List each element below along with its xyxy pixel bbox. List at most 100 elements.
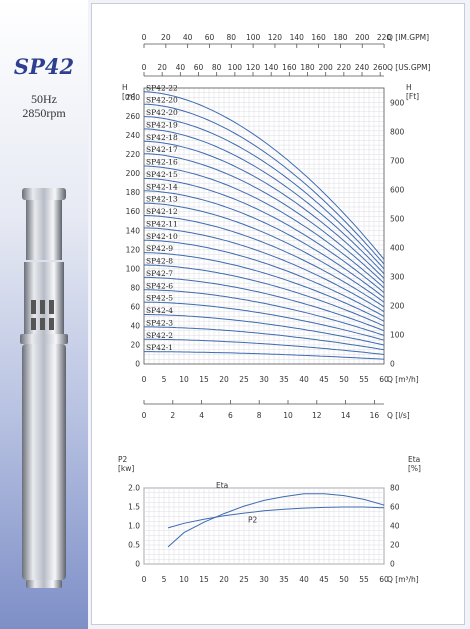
y2-tick-label: 500: [390, 214, 405, 223]
plot-frame: [143, 87, 385, 365]
usgpm-tick-label: 220: [337, 63, 352, 72]
y-tick-label: 160: [126, 207, 141, 216]
y2-tick-label: 900: [390, 98, 405, 107]
series-label: SP42-19: [146, 120, 178, 129]
y-tick-label: 20: [130, 340, 140, 349]
p2-curve-label: P2: [248, 516, 258, 525]
series-label: SP42-2: [146, 331, 173, 340]
pump-motor: [22, 344, 66, 580]
series-curve-16: [143, 165, 385, 289]
x-tick-label: 0: [142, 375, 147, 384]
h2-axis-label: H: [406, 83, 412, 92]
imgpm-tick-label: 140: [290, 33, 305, 42]
x-tick-label: 40: [299, 375, 309, 384]
x-tick-label: 30: [259, 375, 269, 384]
eta-curve: [167, 493, 385, 548]
series-curve-1: [144, 351, 385, 360]
series-curve-5: [143, 301, 385, 341]
series-curve-14: [143, 190, 385, 298]
lower-x-tick-label: 15: [199, 575, 209, 584]
imgpm-axis-label: Q [IM.GPM]: [387, 33, 429, 42]
series-curve-6: [144, 289, 385, 336]
y-tick-label: 40: [130, 321, 140, 330]
lower-x-tick-label: 45: [319, 575, 329, 584]
ls-tick-label: 16: [370, 411, 380, 420]
series-curve-10: [144, 239, 385, 317]
imgpm-tick-label: 220: [377, 33, 392, 42]
pump-coupling: [20, 334, 68, 344]
series-curve-17: [143, 153, 385, 284]
ls-tick-label: 2: [170, 411, 175, 420]
eta-axis-label: Eta: [408, 455, 420, 464]
series-label: SP42-4: [146, 306, 173, 315]
p2-tick-label: 1.0: [128, 522, 140, 531]
lower-x-tick-label: 35: [279, 575, 289, 584]
ls-axis-label: Q [l/s]: [387, 411, 410, 420]
pump-top-cap: [22, 188, 66, 200]
ls-tick-label: 6: [228, 411, 233, 420]
x-tick-label: 15: [199, 375, 209, 384]
series-label: SP42-14: [146, 182, 178, 191]
speed-label: 2850rpm: [22, 106, 66, 120]
product-sidebar: SP42 50Hz 2850rpm: [0, 0, 88, 629]
p2-axis-label: P2: [118, 455, 128, 464]
usgpm-tick-label: 140: [264, 63, 279, 72]
h2-axis-unit: [Ft]: [406, 92, 419, 101]
series-curve-13: [144, 202, 385, 303]
lower-x-tick-label: 55: [359, 575, 369, 584]
y2-tick-label: 600: [390, 185, 405, 194]
imgpm-tick-label: 120: [268, 33, 283, 42]
lower-x-tick-label: 10: [179, 575, 189, 584]
usgpm-tick-label: 0: [142, 63, 147, 72]
p2-tick-label: 0: [135, 560, 140, 569]
series-curve-18: [143, 140, 385, 279]
p2-axis-unit: [kw]: [118, 464, 134, 473]
usgpm-tick-label: 240: [355, 63, 370, 72]
lower-x-tick-label: 60: [379, 575, 389, 584]
series-curve-22: [143, 91, 385, 260]
series-label: SP42-20: [146, 96, 178, 105]
chart-panel: 0 20 40 60 80 100 120 140 160 180 200 220 240 260 280 H…: [91, 3, 465, 625]
y-tick-label: 0: [135, 360, 140, 369]
x-axis-label: Q [m³/h]: [387, 375, 419, 384]
x-tick-label: 20: [219, 375, 229, 384]
frequency-label: 50Hz: [31, 92, 57, 106]
lower-x-tick-label: 40: [299, 575, 309, 584]
eta-curve-label: Eta: [216, 481, 228, 490]
pump-base: [26, 580, 62, 588]
ls-tick-label: 4: [199, 411, 204, 420]
y-tick-label: 60: [130, 302, 140, 311]
imgpm-tick-label: 160: [311, 33, 326, 42]
y2-tick-label: 400: [390, 243, 405, 252]
lower-x-axis-label: Q [m³/h]: [387, 575, 419, 584]
lower-x-tick-label: 25: [239, 575, 249, 584]
series-label: SP42-1: [146, 343, 173, 352]
series-label: SP42-15: [146, 170, 178, 179]
series-label: SP42-20: [146, 108, 178, 117]
y-tick-label: 220: [126, 150, 141, 159]
series-label: SP42-3: [146, 318, 173, 327]
h-axis-unit: [m]: [122, 92, 135, 101]
eta-tick-label: 0: [390, 560, 395, 569]
eta-tick-label: 60: [390, 503, 400, 512]
p2-tick-label: 1.5: [128, 503, 140, 512]
eta-tick-label: 80: [390, 484, 400, 493]
series-curve-11: [143, 227, 385, 313]
usgpm-tick-label: 200: [319, 63, 334, 72]
usgpm-tick-label: 260: [373, 63, 388, 72]
series-label: SP42-5: [146, 294, 173, 303]
ls-tick-label: 12: [312, 411, 322, 420]
pump-illustration: [20, 188, 68, 588]
y2-tick-label: 700: [390, 156, 405, 165]
eta-tick-label: 40: [390, 522, 400, 531]
series-curve-12: [143, 215, 385, 308]
x-tick-label: 50: [339, 375, 349, 384]
series-label: SP42-12: [146, 207, 178, 216]
usgpm-tick-label: 160: [282, 63, 297, 72]
ls-tick-label: 10: [283, 411, 293, 420]
imgpm-tick-label: 60: [205, 33, 215, 42]
x-tick-label: 60: [379, 375, 389, 384]
pump-upper-body: [26, 200, 62, 260]
imgpm-tick-label: 100: [246, 33, 261, 42]
series-label: SP42-11: [146, 219, 178, 228]
